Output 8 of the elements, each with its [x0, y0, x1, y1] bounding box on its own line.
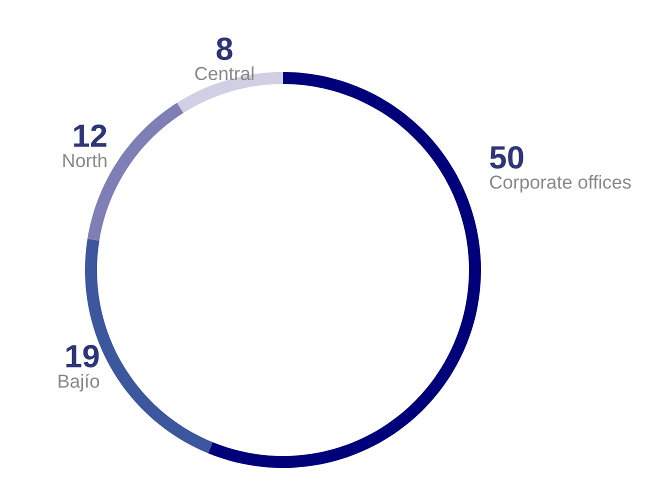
data-label: 19	[66, 344, 99, 368]
data-label: 50	[490, 146, 524, 169]
slice-label: Corporate offices	[490, 175, 631, 192]
slice-label: Central	[195, 66, 254, 80]
slice-label: Bajío	[58, 374, 100, 392]
slice-label: North	[63, 153, 106, 168]
data-label: 8	[216, 37, 232, 60]
data-label: 12	[74, 124, 106, 147]
